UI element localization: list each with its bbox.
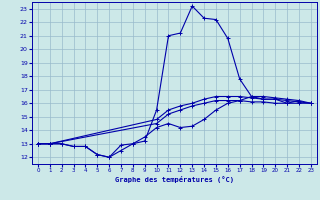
X-axis label: Graphe des températures (°C): Graphe des températures (°C) [115,176,234,183]
